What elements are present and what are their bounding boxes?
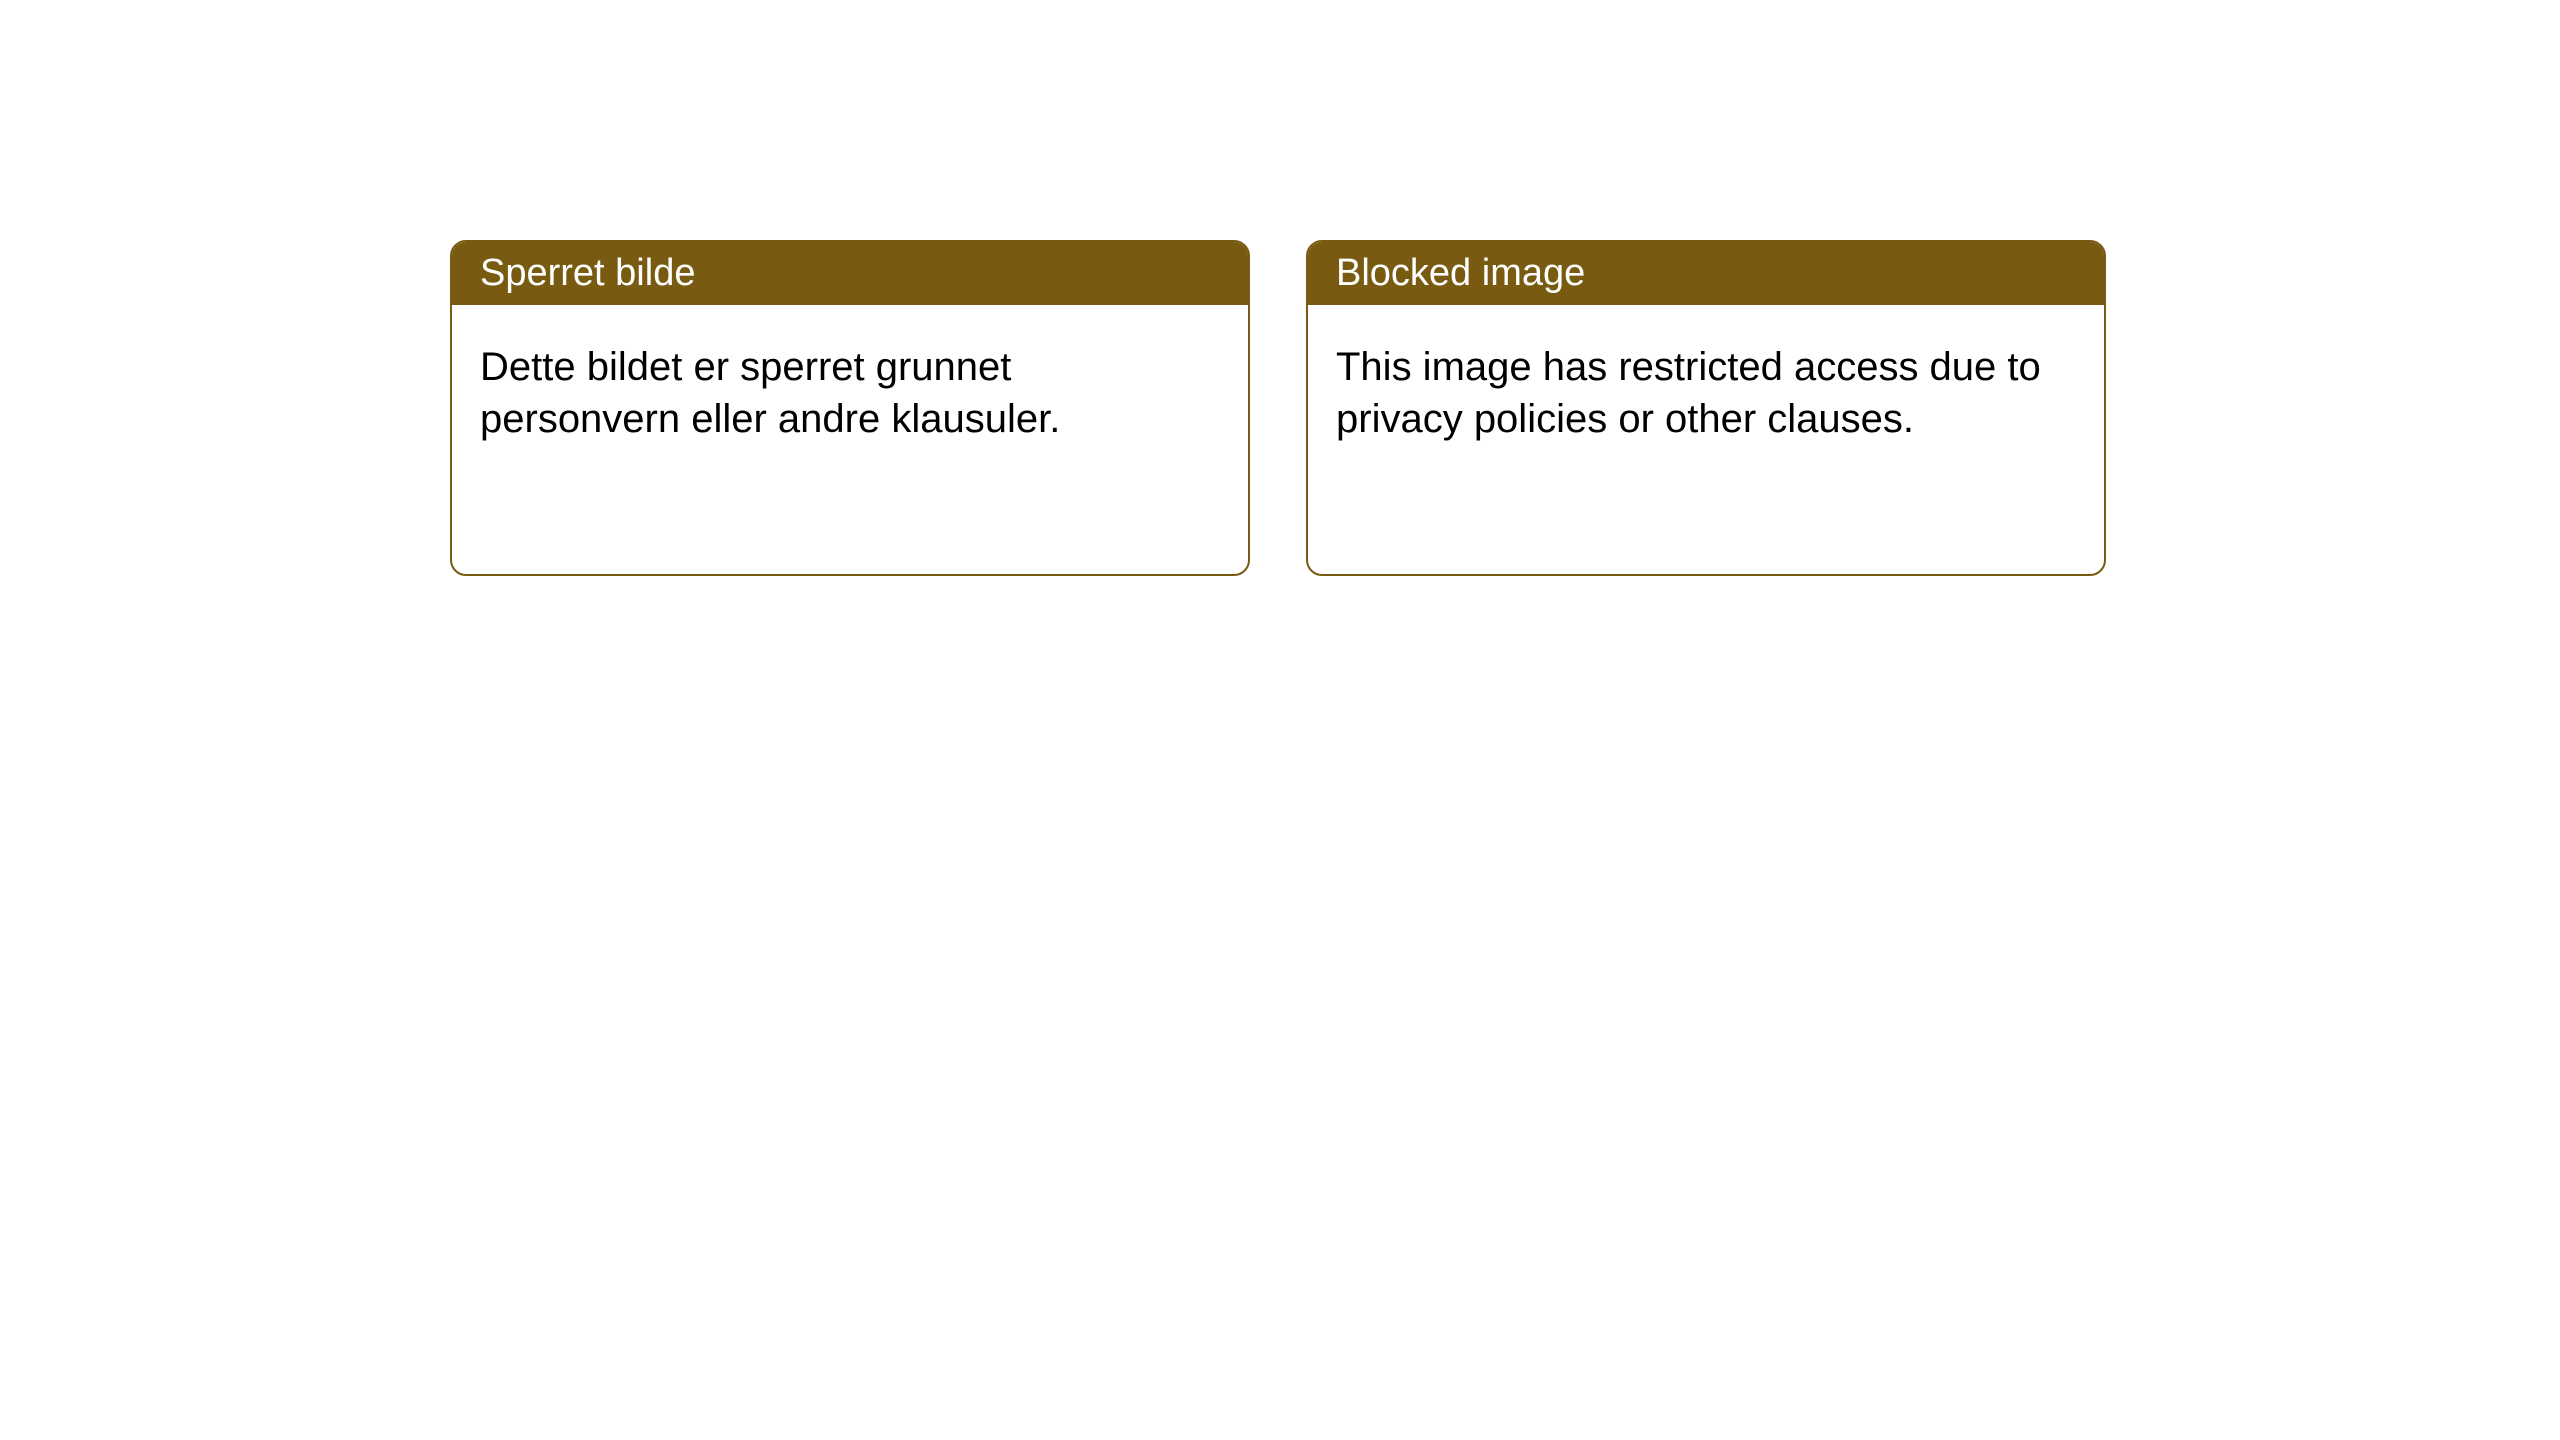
notice-title: Blocked image	[1336, 252, 1585, 294]
notice-body-text: Dette bildet er sperret grunnet personve…	[480, 345, 1060, 441]
notice-header: Sperret bilde	[452, 242, 1248, 305]
notice-card-norwegian: Sperret bilde Dette bildet er sperret gr…	[450, 240, 1250, 576]
notice-container: Sperret bilde Dette bildet er sperret gr…	[0, 0, 2560, 576]
notice-body-text: This image has restricted access due to …	[1336, 345, 2041, 441]
notice-body: This image has restricted access due to …	[1308, 305, 2104, 481]
notice-card-english: Blocked image This image has restricted …	[1306, 240, 2106, 576]
notice-header: Blocked image	[1308, 242, 2104, 305]
notice-body: Dette bildet er sperret grunnet personve…	[452, 305, 1248, 481]
notice-title: Sperret bilde	[480, 252, 695, 294]
